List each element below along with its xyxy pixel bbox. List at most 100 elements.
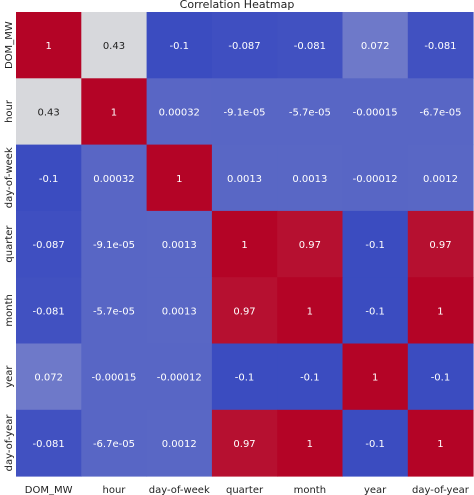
- heatmap-cell-5-0: [16, 343, 82, 411]
- cell-label-4-5: -0.1: [365, 306, 385, 317]
- cell-label-2-3: 0.0013: [227, 174, 262, 185]
- y-tick-label-4: month: [4, 294, 15, 326]
- heatmap-cell-4-1: [81, 277, 148, 344]
- heatmap-cell-0-1: [81, 12, 148, 79]
- x-tick-label-6: day-of-year: [412, 485, 470, 495]
- cell-label-6-5: -0.1: [365, 439, 385, 450]
- cell-label-4-2: 0.0013: [162, 306, 197, 317]
- heatmap-cell-1-5: [342, 78, 409, 146]
- heatmap-cell-2-6: [407, 144, 474, 212]
- cell-label-5-4: -0.1: [300, 373, 320, 384]
- cell-label-0-5: 0.072: [361, 41, 390, 52]
- x-tick-label-5: year: [364, 485, 387, 495]
- x-tick-label-3: quarter: [226, 485, 264, 495]
- y-tick-label-0: DOM_MW: [4, 21, 15, 69]
- cell-label-1-5: -0.00015: [353, 107, 398, 118]
- heatmap-cell-3-4: [277, 210, 343, 278]
- cell-label-5-0: 0.072: [34, 373, 63, 384]
- heatmap-cell-3-1: [81, 210, 148, 278]
- cell-label-2-1: 0.00032: [93, 174, 134, 185]
- heatmap-cell-4-6: [407, 277, 474, 344]
- x-axis: DOM_MW hour day-of-week quarter month year day…: [25, 485, 470, 495]
- heatmap-cell-4-4: [277, 277, 343, 344]
- heatmap-cell-2-0: [16, 144, 82, 212]
- cell-label-2-2: 1: [176, 174, 182, 185]
- cell-label-5-5: 1: [372, 373, 378, 384]
- cell-label-2-5: -0.00012: [353, 174, 398, 185]
- heatmap-cell-3-0: [16, 210, 82, 278]
- heatmap-cell-0-4: [277, 12, 343, 79]
- heatmap-cell-0-3: [211, 12, 278, 79]
- cell-label-5-6: -0.1: [431, 373, 451, 384]
- cell-label-4-4: 1: [307, 306, 313, 317]
- heatmap-cell-2-3: [211, 144, 278, 212]
- cell-label-6-4: 1: [307, 439, 313, 450]
- heatmap-cell-6-2: [146, 409, 213, 477]
- cell-label-5-3: -0.1: [235, 373, 255, 384]
- heatmap-cells: [16, 12, 474, 477]
- heatmap-cell-0-6: [407, 12, 474, 79]
- cell-label-0-3: -0.087: [228, 41, 260, 52]
- heatmap-cell-labels: 1 0.43 -0.1 -0.087 -0.081 0.072 -0.081 0.43 1 0.0…: [33, 41, 462, 450]
- heatmap-cell-0-2: [146, 12, 213, 79]
- cell-label-4-0: -0.081: [33, 306, 65, 317]
- heatmap-cell-5-1: [81, 343, 148, 411]
- heatmap-cell-1-2: [146, 78, 213, 146]
- cell-label-0-1: 0.43: [103, 41, 125, 52]
- cell-label-6-2: 0.0012: [162, 439, 197, 450]
- cell-label-3-5: -0.1: [365, 240, 385, 251]
- y-tick-label-6: day-of-year: [4, 414, 15, 472]
- cell-label-6-6: 1: [437, 439, 443, 450]
- heatmap-cell-3-3: [211, 210, 278, 278]
- heatmap-cell-2-4: [277, 144, 343, 212]
- heatmap-cell-0-5: [342, 12, 409, 79]
- cell-label-5-1: -0.00015: [91, 373, 136, 384]
- heatmap-cell-5-4: [277, 343, 343, 411]
- heatmap-cell-4-0: [16, 277, 82, 344]
- cell-label-0-0: 1: [45, 41, 51, 52]
- cell-label-3-2: 0.0013: [162, 240, 197, 251]
- heatmap-cell-1-1: [81, 78, 148, 146]
- heatmap-cell-1-0: [16, 78, 82, 146]
- cell-label-4-6: 1: [437, 306, 443, 317]
- cell-label-6-3: 0.97: [233, 439, 255, 450]
- heatmap-cell-5-6: [407, 343, 474, 411]
- cell-label-0-4: -0.081: [294, 41, 326, 52]
- heatmap-cell-1-3: [211, 78, 278, 146]
- heatmap-cell-6-0: [16, 409, 82, 477]
- cell-label-6-1: -6.7e-05: [93, 439, 135, 450]
- heatmap-cell-3-2: [146, 210, 213, 278]
- x-tick-label-4: month: [294, 485, 326, 495]
- heatmap-cell-4-2: [146, 277, 213, 344]
- heatmap-cell-4-3: [211, 277, 278, 344]
- cell-label-5-2: -0.00012: [157, 373, 202, 384]
- y-tick-label-2: day-of-week: [4, 147, 15, 208]
- cell-label-1-2: 0.00032: [159, 107, 200, 118]
- y-tick-label-3: quarter: [4, 225, 15, 263]
- y-tick-label-5: year: [4, 365, 15, 388]
- x-tick-label-2: day-of-week: [149, 485, 210, 495]
- heatmap-cell-6-3: [211, 409, 278, 477]
- heatmap-cell-2-5: [342, 144, 409, 212]
- chart-title: Correlation Heatmap: [179, 0, 295, 11]
- cell-label-3-4: 0.97: [299, 240, 321, 251]
- heatmap-cell-3-6: [407, 210, 474, 278]
- heatmap-cell-6-5: [342, 409, 409, 477]
- heatmap-cell-4-5: [342, 277, 409, 344]
- y-tick-label-1: hour: [4, 99, 15, 123]
- heatmap-cell-5-5: [342, 343, 409, 411]
- cell-label-2-0: -0.1: [39, 174, 59, 185]
- cell-label-2-6: 0.0012: [423, 174, 458, 185]
- heatmap-cell-2-1: [81, 144, 148, 212]
- cell-label-0-6: -0.081: [424, 41, 456, 52]
- heatmap-cell-2-2: [146, 144, 213, 212]
- x-tick-label-1: hour: [102, 485, 126, 495]
- cell-label-3-0: -0.087: [33, 240, 65, 251]
- cell-label-4-1: -5.7e-05: [93, 306, 135, 317]
- cell-label-1-4: -5.7e-05: [289, 107, 331, 118]
- cell-label-0-2: -0.1: [169, 41, 189, 52]
- heatmap-cell-5-2: [146, 343, 213, 411]
- cell-label-3-1: -9.1e-05: [93, 240, 135, 251]
